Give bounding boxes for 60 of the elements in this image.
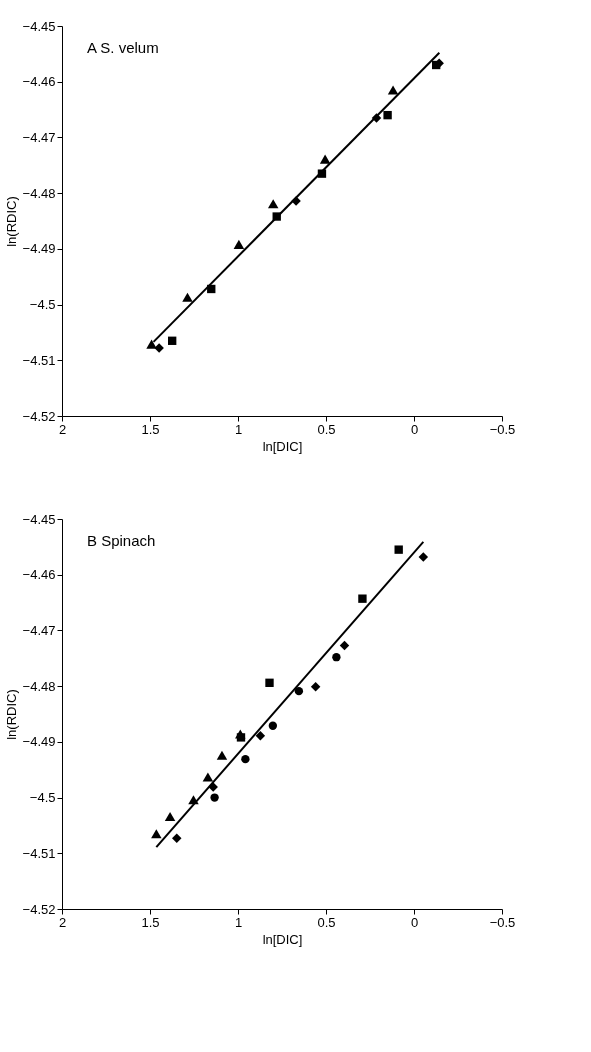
point <box>394 545 403 554</box>
x-tick-label: 0.5 <box>317 914 336 930</box>
y-axis-title: ln(RDIC) <box>3 196 19 247</box>
y-tick-label: −4.45 <box>22 18 56 34</box>
text: B Spinach <box>87 532 156 549</box>
point <box>182 292 193 302</box>
x-tick-label: 0 <box>410 914 419 930</box>
point <box>210 793 219 802</box>
point <box>294 686 304 696</box>
y-tick-label: −4.49 <box>22 734 56 750</box>
point <box>339 640 350 651</box>
y-tick-label: −4.52 <box>22 901 56 917</box>
point <box>268 721 278 730</box>
point <box>172 833 182 843</box>
y-tick-label: −4.51 <box>22 352 56 368</box>
y-tick-label: −4.5 <box>29 790 56 806</box>
y-tick-label: −4.48 <box>22 185 56 201</box>
y-tick-label: −4.45 <box>22 511 56 527</box>
x-tick-label: 1 <box>234 421 243 437</box>
point <box>267 199 279 209</box>
point <box>233 239 245 249</box>
x-tick-label: 2 <box>58 421 67 437</box>
x-axis-title: ln[DIC] <box>262 438 303 454</box>
y-tick-label: −4.51 <box>22 845 56 861</box>
x-tick-label: 1.5 <box>141 914 160 930</box>
x-tick-label: 1.5 <box>141 421 160 437</box>
x-tick-label: 1 <box>234 914 243 930</box>
y-tick-label: −4.47 <box>22 129 56 145</box>
x-tick-label: 0.5 <box>317 421 336 437</box>
x-axis-title: ln[DIC] <box>262 931 303 947</box>
x-tick-label: 2 <box>58 914 67 930</box>
point <box>216 750 228 760</box>
y-tick-label: −4.46 <box>22 567 56 583</box>
y-tick-label: −4.52 <box>22 408 56 424</box>
y-axis-title: ln(RDIC) <box>3 689 19 740</box>
point <box>146 339 157 349</box>
point <box>255 730 266 741</box>
point <box>265 678 274 687</box>
point <box>151 829 162 839</box>
y-tick-label: −4.46 <box>22 74 56 90</box>
point <box>383 110 392 120</box>
y-tick-label: −4.5 <box>29 297 56 313</box>
point <box>241 754 250 764</box>
point <box>418 552 429 562</box>
y-tick-label: −4.47 <box>22 622 56 638</box>
text: A S. velum <box>87 39 159 56</box>
x-tick-label: −0.5 <box>489 914 516 930</box>
y-tick-label: −4.49 <box>22 241 56 257</box>
point <box>310 681 321 692</box>
point <box>202 772 214 782</box>
point <box>332 653 341 662</box>
point <box>319 154 331 164</box>
point <box>164 811 176 822</box>
point <box>358 594 367 603</box>
y-tick-label: −4.48 <box>22 678 56 694</box>
point <box>167 336 177 345</box>
point <box>236 733 246 742</box>
point <box>387 85 399 95</box>
x-tick-label: 0 <box>410 421 419 437</box>
x-tick-label: −0.5 <box>489 421 516 437</box>
